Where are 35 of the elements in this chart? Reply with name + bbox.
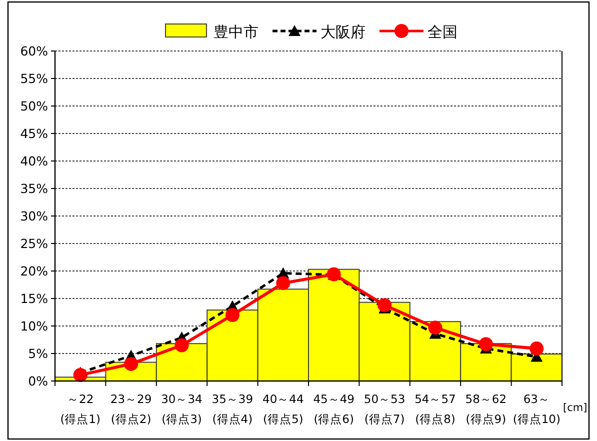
point (428, 320, 442, 335)
x-tick-label: 58～62 (得点9) (465, 392, 507, 426)
y-tick-label: 20% (20, 264, 48, 278)
y-tick-label: 30% (20, 208, 48, 224)
legend-label: 大阪府 (320, 23, 366, 41)
x-tick-label: 54～57 (得点8) (414, 392, 456, 426)
y-tick-label: 40% (20, 154, 48, 168)
point (378, 298, 392, 312)
x-tick-label: 50～53 (得点7) (364, 392, 406, 426)
y-tick-label: 15% (20, 291, 48, 306)
x-tick-label: 45～49 (得点6) (313, 392, 354, 426)
y-tick-label: 50% (20, 98, 48, 114)
legend-label: 豊中市 (214, 23, 258, 41)
legend-label: 全国 (428, 23, 458, 41)
x-tick-label: 23～29 (得点2) (110, 392, 152, 426)
x-tick-label: 40～44 (得点5) (262, 392, 304, 426)
x-tick-label: 63～ (得点10) (512, 392, 560, 426)
y-tick-label: 55% (20, 71, 48, 86)
point (276, 276, 290, 290)
y-tick-label: 45% (20, 126, 48, 141)
point (73, 368, 88, 382)
y-tick-label: 10% (20, 318, 48, 334)
x-tick-label: 30～34 (得点3) (161, 392, 202, 426)
point (225, 308, 240, 322)
y-tick-label: 0% (28, 374, 48, 388)
y-tick-label: 35% (20, 181, 48, 196)
x-axis-title: [cm] (563, 402, 588, 414)
y-tick-label: 25% (20, 236, 48, 251)
point (478, 337, 493, 352)
y-tick-label: 60% (20, 44, 48, 58)
y-tick-label: 5% (28, 346, 48, 361)
point (174, 338, 189, 352)
point (530, 342, 544, 356)
x-tick-label: ～22 (得点1) (60, 392, 100, 426)
x-tick-label: 35～39 (得点4) (212, 392, 254, 426)
